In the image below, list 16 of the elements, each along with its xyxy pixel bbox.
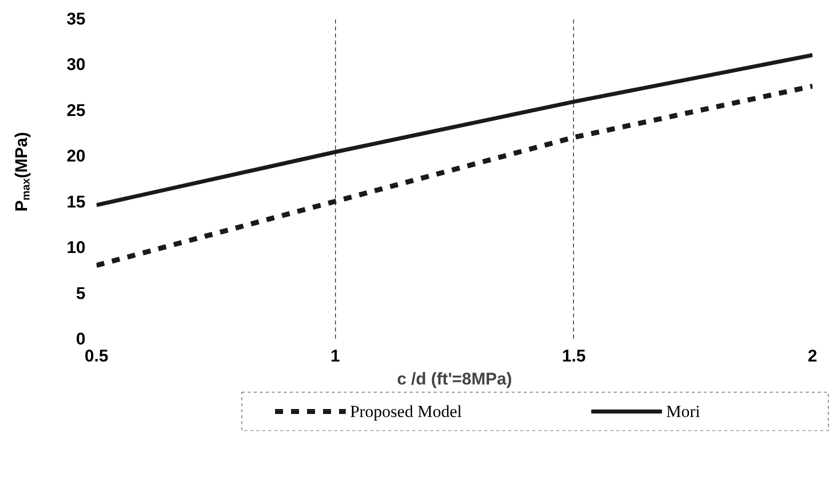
legend-label: Proposed Model — [350, 402, 462, 421]
y-tick-label: 30 — [66, 55, 86, 74]
x-tick-label: 0.5 — [84, 346, 108, 366]
line-series — [96, 53, 812, 208]
y-tick-label: 20 — [66, 146, 86, 166]
y-tick-label: 5 — [76, 284, 86, 303]
x-tick-label: 1.5 — [562, 346, 586, 366]
y-tick-label: 35 — [66, 10, 86, 28]
y-tick-label: 25 — [66, 100, 86, 120]
x-axis-title: c /d (ft'=8MPa) — [396, 370, 512, 388]
x-tick-label: 2 — [808, 346, 818, 366]
y-tick-label: 10 — [66, 238, 86, 258]
y-tick-label: 0 — [76, 330, 86, 348]
x-tick-label: 1 — [330, 346, 340, 366]
y-tick-label: 15 — [66, 192, 86, 212]
legend-label: Mori — [666, 402, 700, 421]
